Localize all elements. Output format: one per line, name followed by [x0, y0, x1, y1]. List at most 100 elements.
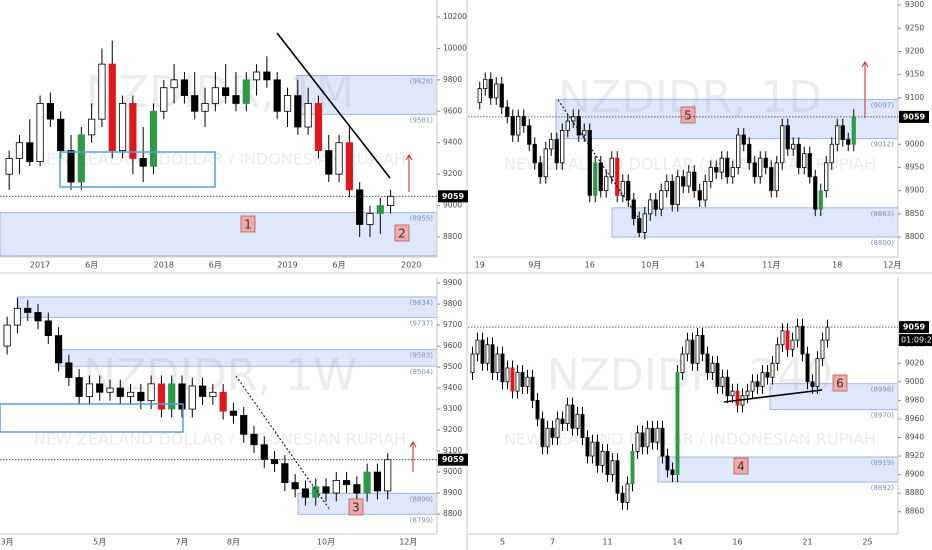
candle-body — [659, 190, 664, 210]
candle-body — [615, 157, 620, 196]
candle-body — [780, 125, 785, 164]
marker-box — [240, 215, 256, 233]
candle-body — [775, 344, 780, 364]
candle-body — [229, 410, 238, 416]
candle-body — [695, 335, 700, 364]
zone-label: (9737) — [410, 319, 434, 327]
candle-body — [645, 427, 650, 448]
candle-body — [137, 391, 145, 402]
candle-body — [147, 383, 155, 402]
candle-body — [705, 353, 710, 373]
candle-body — [625, 483, 630, 503]
candle-body — [582, 129, 587, 136]
y-tick-label: 9400 — [443, 138, 462, 147]
candle-body — [281, 463, 289, 483]
zone-label: (8998) — [871, 386, 895, 394]
marker-label: 6 — [836, 377, 844, 391]
drawing-box — [0, 403, 184, 433]
candle-body — [118, 103, 127, 151]
candle-body — [500, 353, 505, 383]
x-tick-label: 11 — [602, 538, 612, 547]
watermark-subtitle: NEW ZEALAND DOLLAR / INDONESIAN RUPIAH — [34, 430, 406, 449]
candle-body — [818, 190, 823, 210]
candle-body — [366, 213, 374, 225]
candle-body — [157, 383, 166, 410]
candle-body — [835, 125, 840, 145]
candle-body — [46, 103, 54, 120]
y-tick-label: 9900 — [443, 278, 462, 287]
candle-body — [96, 383, 104, 393]
drawing-box — [59, 151, 216, 188]
candle-body — [770, 362, 775, 378]
candle-body — [250, 433, 258, 446]
x-tick-label: 18 — [832, 261, 842, 270]
candle-body — [813, 176, 818, 210]
y-tick-label: 10000 — [443, 43, 467, 52]
y-tick-label: 8950 — [905, 162, 924, 171]
candle-body — [373, 471, 382, 492]
trend-line — [557, 99, 641, 221]
x-tick-label: 16 — [585, 261, 595, 270]
candle-body — [376, 205, 384, 214]
watermark: NZDIDR, 240 — [547, 350, 833, 401]
candle-body — [510, 116, 515, 136]
candle-body — [480, 339, 485, 364]
x-tick-label: 6月 — [209, 261, 222, 270]
candle-body — [88, 118, 96, 136]
candle-body — [222, 87, 230, 96]
candle-body — [736, 134, 741, 168]
candle-body — [824, 162, 829, 192]
candle-body — [630, 451, 635, 485]
y-tick-label: 9300 — [443, 404, 462, 413]
y-tick-label: 8900 — [905, 470, 924, 479]
candle-body — [312, 486, 320, 498]
candle-body — [805, 353, 810, 383]
candle-body — [98, 63, 106, 120]
candle-body — [170, 79, 178, 89]
price-tag — [438, 453, 468, 466]
candle-body — [714, 167, 719, 173]
candle-body — [774, 162, 779, 192]
candle-body — [178, 383, 186, 410]
candle-body — [800, 325, 805, 355]
candle-body — [108, 63, 116, 151]
candle-body — [322, 486, 330, 494]
candle-body — [67, 150, 75, 183]
candle-body — [846, 139, 851, 145]
x-tick-label: 16 — [732, 538, 742, 547]
y-tick-label: 9700 — [443, 320, 462, 329]
candle-body — [680, 353, 685, 373]
candle-body — [168, 383, 176, 410]
candle-body — [640, 432, 645, 448]
candle-body — [725, 376, 730, 397]
y-tick-label: 9150 — [905, 70, 924, 79]
candle-body — [802, 153, 807, 168]
candle-body — [477, 88, 482, 103]
marker-label: 4 — [737, 460, 745, 474]
panel: NZDIDR, 240 NEW ZEALAND DOLLAR / INDONESI… — [466, 277, 932, 547]
marker-box — [733, 457, 749, 475]
y-tick-label: 9000 — [443, 467, 462, 476]
marker-box — [680, 106, 696, 124]
candle-body — [675, 176, 680, 205]
candle-body — [708, 167, 713, 182]
zone-label: (8955) — [410, 215, 434, 223]
candle-body — [825, 326, 830, 341]
candle-body — [745, 390, 750, 397]
y-tick-label: 8900 — [443, 488, 462, 497]
candle-body — [605, 451, 610, 476]
candle-body — [615, 460, 620, 494]
candle-body — [690, 339, 695, 364]
price-tag-label: 9059 — [903, 112, 926, 121]
candle-body — [565, 404, 570, 424]
x-tick-label: 6月 — [85, 261, 98, 270]
x-tick-label: 7月 — [175, 538, 188, 547]
zone — [657, 456, 899, 483]
x-tick-label: 10月 — [317, 538, 335, 547]
candle-body — [44, 320, 52, 336]
y-tick-label: 8920 — [905, 451, 924, 460]
candle-body — [829, 143, 834, 164]
